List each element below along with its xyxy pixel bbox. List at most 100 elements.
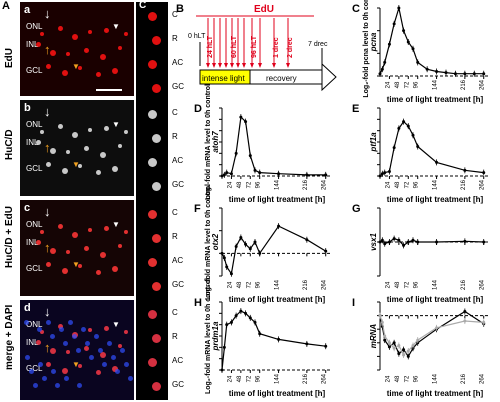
gene-label: otx2 — [211, 233, 220, 250]
data-point — [416, 60, 420, 64]
inset-label-r: R — [172, 34, 178, 43]
inset-nucleus — [152, 84, 161, 93]
data-point — [258, 332, 262, 336]
dapi-nucleus — [120, 348, 125, 353]
data-point — [416, 145, 420, 149]
edu-arrowhead — [236, 63, 240, 68]
edu-arrowhead — [230, 63, 234, 68]
inset-nucleus — [152, 282, 161, 291]
data-point — [248, 154, 252, 158]
chart-letter: F — [194, 203, 201, 215]
nucleus — [124, 330, 128, 334]
x-tick-label: 144 — [275, 279, 281, 290]
dapi-nucleus — [111, 355, 116, 360]
data-point — [387, 341, 391, 345]
data-point — [387, 345, 391, 349]
x-tick-label: 264 — [322, 279, 328, 290]
nucleus — [46, 162, 51, 167]
nucleus — [96, 72, 101, 77]
data-point — [411, 238, 415, 242]
edu-arrowhead — [250, 63, 254, 68]
data-point — [248, 316, 252, 320]
data-point — [239, 235, 243, 239]
chart-C: C 24 48 72 96 144 216 264 time of light treatmen… — [352, 0, 490, 104]
side-label-hucd-edu: HuC/D + EdU — [4, 206, 15, 268]
chart-D: D 24 48 72 96 144 216 264 time of light treatmen… — [194, 84, 332, 204]
inset-nucleus — [152, 334, 161, 343]
nucleus — [66, 250, 70, 254]
data-point — [435, 69, 439, 73]
data-point — [305, 342, 309, 346]
dapi-nucleus — [25, 355, 30, 360]
dapi-nucleus — [124, 362, 129, 367]
edu-label: EdU — [254, 4, 274, 15]
nucleus — [36, 42, 41, 47]
dapi-nucleus — [89, 355, 94, 360]
x-axis-label: time of light treatment [h] — [387, 95, 484, 104]
data-point — [222, 256, 226, 260]
inset-nucleus — [152, 234, 161, 243]
nucleus — [96, 370, 101, 375]
data-point — [416, 240, 420, 244]
data-point — [402, 120, 406, 124]
gene-label: mRNA — [369, 324, 378, 349]
tl-label-1drec: 1 drec — [273, 37, 280, 58]
inset-nucleus — [148, 110, 157, 119]
data-point — [222, 345, 226, 349]
inset-nucleus — [152, 382, 161, 391]
inset-nucleus — [152, 182, 161, 191]
arrowhead-marker-icon: ▼ — [112, 220, 120, 229]
inset-label-c: C — [172, 108, 178, 117]
data-point — [229, 172, 233, 176]
x-tick-label: 216 — [461, 79, 467, 90]
nucleus — [58, 224, 63, 229]
x-tick-label: 72 — [404, 281, 410, 288]
nucleus — [88, 30, 92, 34]
x-tick-label: 24 — [227, 281, 233, 288]
chart-letter: E — [352, 103, 359, 115]
data-point — [253, 320, 257, 324]
inset-nucleus — [148, 12, 157, 21]
nucleus — [72, 232, 78, 238]
layer-label-gcl: GCL — [26, 66, 43, 75]
nucleus — [58, 26, 63, 31]
inset-label-c: C — [172, 208, 178, 217]
data-point — [435, 327, 439, 331]
series-line-2 — [379, 315, 484, 356]
arrowhead-marker-icon: ▼ — [72, 360, 80, 369]
dapi-nucleus — [63, 341, 68, 346]
data-point — [258, 171, 262, 175]
edu-arrowhead — [272, 63, 276, 68]
x-tick-label: 24 — [227, 181, 233, 188]
nucleus — [40, 130, 44, 134]
chart-G: G 24 48 72 96 144 216 264 time of light treatmen… — [352, 203, 490, 304]
series-line — [221, 225, 327, 276]
data-point — [387, 169, 391, 173]
data-point — [463, 310, 467, 314]
nucleus — [96, 270, 101, 275]
data-point — [397, 344, 401, 348]
white-arrow-icon: ↓ — [44, 304, 51, 319]
x-tick-label: 216 — [303, 179, 309, 190]
y-axis-label: Log₂-fold mRNA level to 0h control — [205, 278, 212, 394]
edu-arrowhead — [212, 63, 216, 68]
dapi-nucleus — [76, 348, 81, 353]
nucleus — [62, 168, 68, 174]
arrowhead-marker-icon: ▼ — [72, 260, 80, 269]
phase2-label: recovery — [266, 74, 297, 83]
nucleus — [104, 28, 109, 33]
layer-label-onl: ONL — [26, 120, 43, 129]
data-point — [239, 309, 243, 313]
data-point — [253, 240, 257, 244]
data-point — [380, 67, 384, 71]
nucleus — [112, 266, 118, 272]
x-tick-label: 48 — [395, 181, 401, 188]
x-tick-label: 144 — [433, 179, 439, 190]
x-tick-label: 48 — [395, 375, 401, 382]
data-point — [383, 171, 387, 175]
panel-letter-b: b — [24, 102, 31, 114]
layer-label-gcl: GCL — [26, 364, 43, 373]
series-line — [379, 237, 484, 247]
inset-label-ac: AC — [172, 356, 184, 365]
data-point — [411, 47, 415, 51]
